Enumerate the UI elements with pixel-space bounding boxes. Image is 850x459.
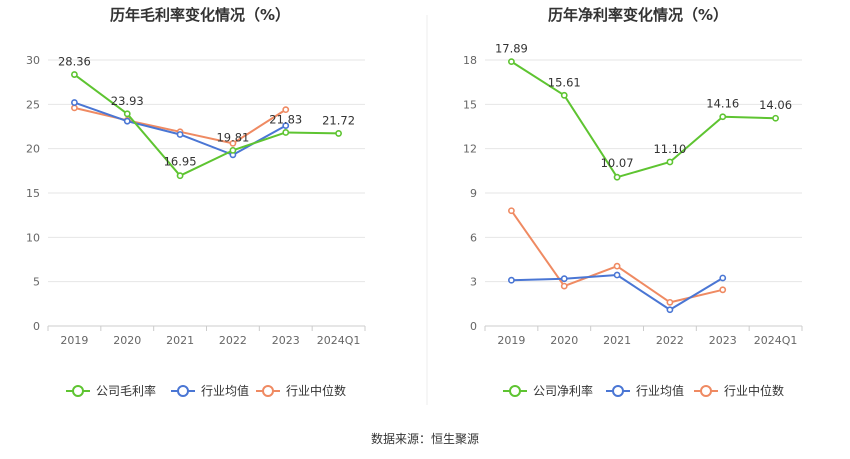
data-point[interactable] — [772, 114, 779, 122]
x-tick-label: 2021 — [603, 334, 631, 347]
data-label: 23.93 — [111, 94, 144, 108]
y-tick-label: 30 — [26, 54, 40, 67]
legend-item[interactable]: 公司毛利率 — [66, 383, 156, 398]
data-point[interactable] — [229, 139, 237, 147]
data-point[interactable] — [666, 298, 674, 306]
data-point[interactable] — [560, 282, 568, 290]
legend-item[interactable]: 行业中位数 — [256, 383, 346, 398]
y-tick-label: 10 — [26, 231, 40, 244]
gross-margin-chart-title: 历年毛利率变化情况（%） — [110, 6, 290, 24]
data-point[interactable] — [123, 117, 131, 125]
y-tick-label: 15 — [26, 187, 40, 200]
data-label: 15.61 — [548, 75, 581, 89]
x-tick-label: 2021 — [166, 334, 194, 347]
net-margin-chart: 历年净利率变化情况（%） 0 3 6 9 12 15 18 2019 2020 2021 2022 2… — [463, 6, 803, 398]
data-point[interactable] — [508, 276, 515, 284]
data-point[interactable] — [508, 207, 515, 215]
data-point[interactable] — [176, 131, 184, 138]
data-label: 10.07 — [601, 156, 634, 170]
data-label: 16.95 — [164, 155, 197, 169]
data-point[interactable] — [719, 274, 727, 282]
data-point[interactable] — [613, 173, 621, 181]
legend-swatch-marker — [700, 385, 712, 397]
legend-item[interactable]: 行业中位数 — [694, 383, 784, 398]
data-point[interactable] — [229, 146, 237, 154]
series-line — [510, 60, 776, 179]
net-margin-chart-title: 历年净利率变化情况（%） — [548, 6, 728, 24]
y-tick-label: 20 — [26, 143, 40, 156]
y-tick-label: 12 — [463, 143, 477, 156]
data-point[interactable] — [508, 58, 515, 66]
data-label: 21.72 — [322, 113, 355, 127]
data-point[interactable] — [666, 158, 674, 166]
legend-swatch-marker — [177, 385, 189, 397]
data-point[interactable] — [613, 271, 621, 279]
y-tick-label: 15 — [463, 98, 477, 111]
data-point[interactable] — [123, 110, 131, 118]
data-point[interactable] — [719, 286, 727, 294]
x-tick-label: 2022 — [219, 334, 247, 347]
data-point[interactable] — [560, 275, 568, 283]
legend-label: 行业均值 — [201, 383, 249, 398]
gross-margin-chart: 历年毛利率变化情况（%） 0 5 10 15 20 25 30 2019 2020 2021 202… — [26, 6, 366, 398]
legend-item[interactable]: 行业均值 — [171, 383, 249, 398]
y-tick-label: 0 — [33, 320, 40, 333]
series-line — [510, 210, 723, 304]
x-tick-label: 2019 — [60, 334, 88, 347]
data-point[interactable] — [71, 71, 78, 78]
x-tick-label: 2019 — [497, 334, 525, 347]
data-label: 19.81 — [216, 130, 249, 144]
legend-swatch-marker — [72, 385, 84, 397]
x-tick-label: 2020 — [113, 334, 141, 347]
x-tick-label: 2024Q1 — [317, 334, 361, 347]
legend-label: 公司净利率 — [533, 383, 593, 398]
series-line — [73, 73, 339, 177]
legend-label: 行业均值 — [636, 383, 684, 398]
y-tick-label: 9 — [470, 187, 477, 200]
data-point[interactable] — [282, 129, 290, 136]
data-point[interactable] — [71, 104, 78, 112]
legend-label: 公司毛利率 — [96, 383, 156, 398]
data-label: 14.06 — [759, 98, 792, 112]
y-tick-label: 3 — [470, 276, 477, 289]
x-tick-label: 2023 — [272, 334, 300, 347]
x-tick-label: 2020 — [550, 334, 578, 347]
data-point[interactable] — [560, 91, 568, 99]
legend-item[interactable]: 行业均值 — [606, 383, 684, 398]
y-tick-label: 18 — [463, 54, 477, 67]
y-tick-label: 6 — [470, 231, 477, 244]
data-label: 28.36 — [58, 55, 91, 69]
y-tick-label: 5 — [33, 276, 40, 289]
data-point[interactable] — [282, 122, 290, 130]
data-point[interactable] — [176, 172, 184, 180]
y-tick-label: 0 — [470, 320, 477, 333]
y-tick-label: 25 — [26, 98, 40, 111]
legend-swatch-marker — [262, 385, 274, 397]
x-tick-label: 2024Q1 — [754, 334, 798, 347]
data-source-label: 数据来源：恒生聚源 — [371, 431, 479, 446]
legend-swatch-marker — [509, 385, 521, 397]
data-point[interactable] — [71, 99, 78, 106]
series-line — [511, 274, 724, 311]
legend-label: 行业中位数 — [286, 383, 346, 398]
x-tick-label: 2023 — [709, 334, 737, 347]
data-label: 11.10 — [653, 142, 686, 156]
data-label: 17.89 — [495, 42, 528, 56]
legend-swatch-marker — [612, 385, 624, 397]
data-label: 21.83 — [269, 112, 302, 126]
legend-label: 行业中位数 — [724, 383, 784, 398]
legend-item[interactable]: 公司净利率 — [503, 383, 593, 398]
data-point[interactable] — [613, 262, 621, 270]
data-point[interactable] — [666, 306, 674, 314]
x-tick-label: 2022 — [656, 334, 684, 347]
data-point[interactable] — [282, 106, 290, 114]
data-point[interactable] — [335, 130, 342, 137]
data-point[interactable] — [719, 113, 727, 121]
data-label: 14.16 — [706, 97, 739, 111]
